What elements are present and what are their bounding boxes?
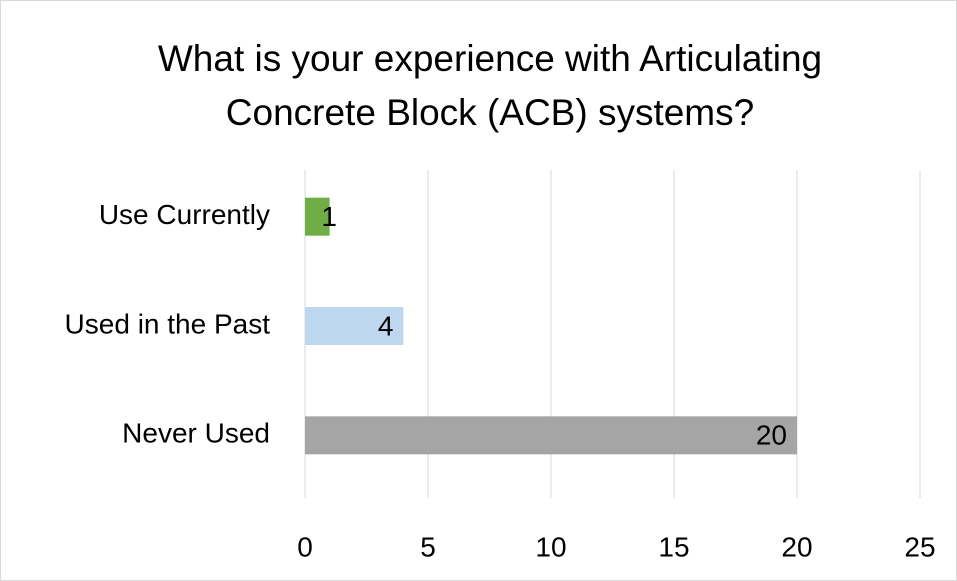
x-tick-label: 0 bbox=[297, 531, 313, 562]
x-tick-label: 10 bbox=[535, 531, 566, 562]
bar bbox=[305, 307, 404, 345]
x-tick-label: 15 bbox=[658, 531, 689, 562]
data-label: 4 bbox=[378, 310, 394, 341]
y-tick-label: Used in the Past bbox=[65, 308, 271, 339]
data-label: 20 bbox=[756, 420, 787, 451]
x-tick-label: 25 bbox=[904, 531, 935, 562]
chart-title: What is your experience with Articulatin… bbox=[157, 38, 823, 133]
bar bbox=[305, 197, 330, 236]
y-tick-label: Never Used bbox=[122, 418, 270, 449]
data-label: 1 bbox=[321, 201, 337, 232]
x-tick-label: 20 bbox=[781, 531, 812, 562]
y-tick-label: Use Currently bbox=[99, 199, 270, 230]
x-tick-label: 5 bbox=[420, 531, 436, 562]
bar bbox=[305, 416, 797, 455]
